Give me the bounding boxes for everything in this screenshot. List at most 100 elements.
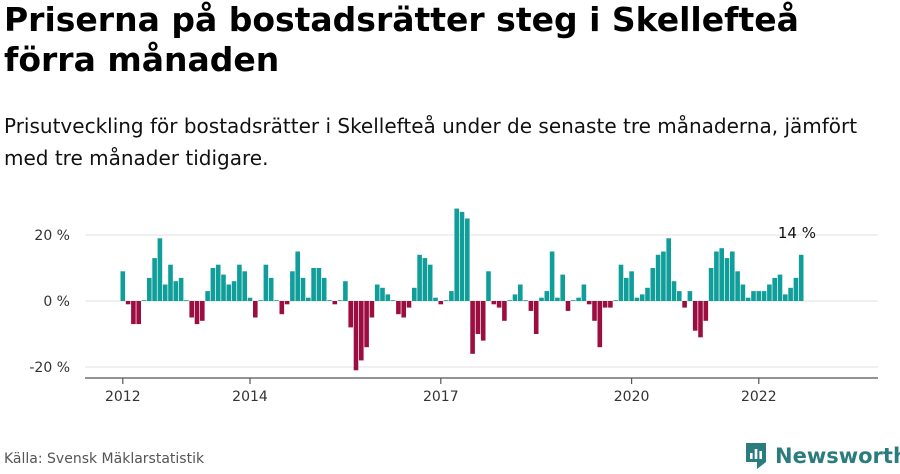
bar-chart: 20 % 0 % -20 % 2012 2014 2017 2020 2022 14 % <box>29 208 878 405</box>
bar <box>639 294 645 301</box>
last-value-annotation: 14 % <box>778 224 816 242</box>
bar <box>597 301 603 348</box>
bar <box>231 281 237 301</box>
bar <box>671 281 677 301</box>
bar <box>390 300 396 301</box>
bar <box>677 291 682 301</box>
bar <box>332 301 338 305</box>
bar <box>592 301 597 321</box>
bar <box>602 301 608 308</box>
bar <box>237 264 242 301</box>
bar <box>761 291 767 301</box>
bar <box>242 271 247 301</box>
bar <box>783 294 788 301</box>
bar <box>735 271 740 301</box>
bar <box>300 277 306 301</box>
bar <box>544 291 550 301</box>
bar <box>571 300 576 301</box>
bar <box>613 300 618 301</box>
bar <box>385 294 391 301</box>
bar <box>422 258 428 301</box>
bar <box>523 300 528 301</box>
bar <box>565 301 571 311</box>
bar <box>406 301 412 308</box>
bar <box>162 284 168 301</box>
bar <box>290 271 295 301</box>
bar <box>724 258 730 301</box>
bar <box>465 218 470 301</box>
bar <box>268 277 274 301</box>
bar <box>608 301 613 308</box>
bar <box>533 301 539 334</box>
bar <box>454 208 459 301</box>
bar <box>380 287 385 301</box>
x-tick-label: 2012 <box>105 389 141 405</box>
bar <box>518 284 523 301</box>
x-tick-label: 2017 <box>423 389 459 405</box>
bar <box>147 277 152 301</box>
bar <box>157 238 163 301</box>
bar <box>772 277 777 301</box>
bar <box>687 291 693 301</box>
bar <box>698 301 703 338</box>
bar <box>125 301 131 305</box>
bar <box>316 268 322 301</box>
bar <box>470 301 475 354</box>
bar <box>374 284 380 301</box>
bar <box>496 301 502 308</box>
bar <box>348 301 353 328</box>
bar <box>793 277 799 301</box>
bar <box>549 251 555 301</box>
bar <box>284 301 290 305</box>
bar <box>253 301 258 318</box>
y-tick-label: -20 % <box>29 360 70 376</box>
bar <box>756 291 762 301</box>
x-tick-label: 2014 <box>232 389 268 405</box>
bar <box>666 238 671 301</box>
bar <box>427 264 433 301</box>
bar <box>655 254 661 301</box>
bar <box>364 301 369 348</box>
bar <box>369 301 375 318</box>
bar <box>396 301 401 315</box>
bar <box>141 300 147 301</box>
bar <box>295 251 300 301</box>
bar <box>274 300 279 301</box>
bar <box>777 274 783 301</box>
bar <box>555 297 560 301</box>
newsworthy-logo: Newsworthy <box>744 441 900 471</box>
bar <box>714 251 719 301</box>
bar <box>661 251 666 301</box>
bar <box>343 281 348 301</box>
y-tick-label: 0 % <box>43 294 70 310</box>
bar <box>708 268 714 301</box>
bar <box>751 291 756 301</box>
bar <box>306 297 311 301</box>
bar <box>200 301 205 321</box>
bar <box>682 301 687 308</box>
bar <box>194 301 200 325</box>
source-note: Källa: Svensk Mäklarstatistik <box>4 451 205 467</box>
bar <box>226 284 232 301</box>
newsworthy-icon <box>746 443 766 469</box>
x-tick-label: 2020 <box>614 389 650 405</box>
bar <box>136 301 141 325</box>
bar <box>767 284 772 301</box>
x-tick-label: 2022 <box>741 389 777 405</box>
bar <box>703 301 709 321</box>
bar <box>512 294 518 301</box>
bar <box>263 264 269 301</box>
bar <box>745 297 751 301</box>
y-tick-label: 20 % <box>34 228 70 244</box>
bar <box>168 264 173 301</box>
bar <box>629 271 634 301</box>
bar <box>528 301 534 311</box>
bars <box>120 208 804 371</box>
bar <box>560 274 565 301</box>
bar <box>189 301 194 318</box>
bar <box>321 277 327 301</box>
bar <box>353 301 359 371</box>
bar <box>210 268 216 301</box>
bar <box>412 287 417 301</box>
bar <box>692 301 698 331</box>
